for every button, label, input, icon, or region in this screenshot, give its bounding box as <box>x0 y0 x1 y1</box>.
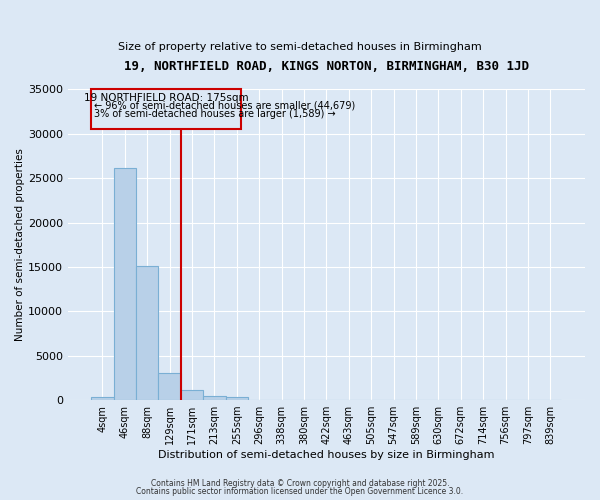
Text: Size of property relative to semi-detached houses in Birmingham: Size of property relative to semi-detach… <box>118 42 482 52</box>
Y-axis label: Number of semi-detached properties: Number of semi-detached properties <box>15 148 25 341</box>
Bar <box>113 168 136 400</box>
Text: 19 NORTHFIELD ROAD: 175sqm: 19 NORTHFIELD ROAD: 175sqm <box>84 93 248 103</box>
Text: Contains public sector information licensed under the Open Government Licence 3.: Contains public sector information licen… <box>136 487 464 496</box>
Bar <box>158 372 181 400</box>
Bar <box>203 396 226 400</box>
Bar <box>181 390 203 400</box>
FancyBboxPatch shape <box>91 90 241 130</box>
X-axis label: Distribution of semi-detached houses by size in Birmingham: Distribution of semi-detached houses by … <box>158 450 494 460</box>
Bar <box>136 266 158 400</box>
Bar <box>91 396 113 400</box>
Text: 3% of semi-detached houses are larger (1,589) →: 3% of semi-detached houses are larger (1… <box>94 109 335 119</box>
Text: ← 96% of semi-detached houses are smaller (44,679): ← 96% of semi-detached houses are smalle… <box>94 101 355 111</box>
Title: 19, NORTHFIELD ROAD, KINGS NORTON, BIRMINGHAM, B30 1JD: 19, NORTHFIELD ROAD, KINGS NORTON, BIRMI… <box>124 60 529 73</box>
Text: Contains HM Land Registry data © Crown copyright and database right 2025.: Contains HM Land Registry data © Crown c… <box>151 478 449 488</box>
Bar <box>226 398 248 400</box>
